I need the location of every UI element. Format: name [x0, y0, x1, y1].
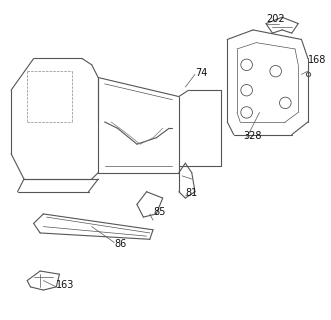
Text: 86: 86	[114, 239, 126, 249]
Text: 328: 328	[243, 131, 262, 141]
Text: 85: 85	[153, 207, 166, 217]
Text: 74: 74	[195, 68, 207, 77]
Text: 163: 163	[56, 280, 74, 290]
Text: 202: 202	[266, 13, 285, 24]
Text: 168: 168	[308, 55, 326, 65]
Text: 81: 81	[185, 188, 198, 198]
